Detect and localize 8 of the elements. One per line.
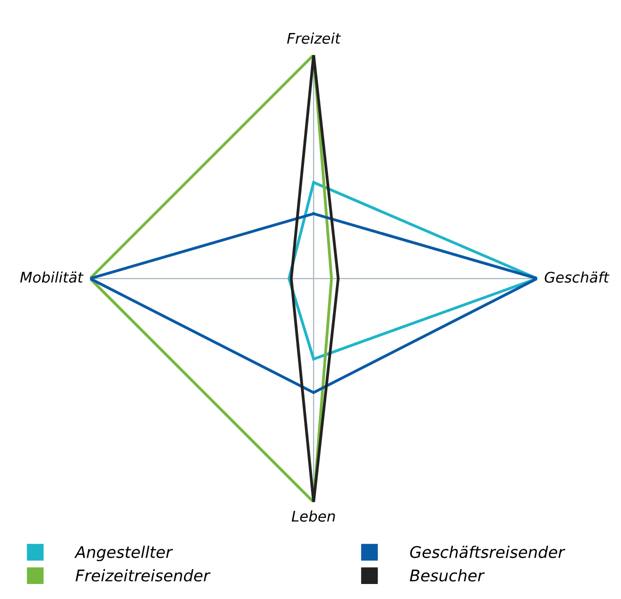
- spoke-label: Freizeit: [287, 32, 341, 44]
- spoke-label: Mobilität: [20, 271, 84, 283]
- legend-label: Freizeitreisender: [76, 569, 211, 582]
- spoke-label: Geschäft: [544, 271, 610, 283]
- legend-label: Angestellter: [74, 546, 173, 562]
- legend-label: Geschäftsreisender: [410, 546, 566, 558]
- spoke-label: Leben: [292, 510, 335, 522]
- legend-label: Besucher: [410, 569, 485, 582]
